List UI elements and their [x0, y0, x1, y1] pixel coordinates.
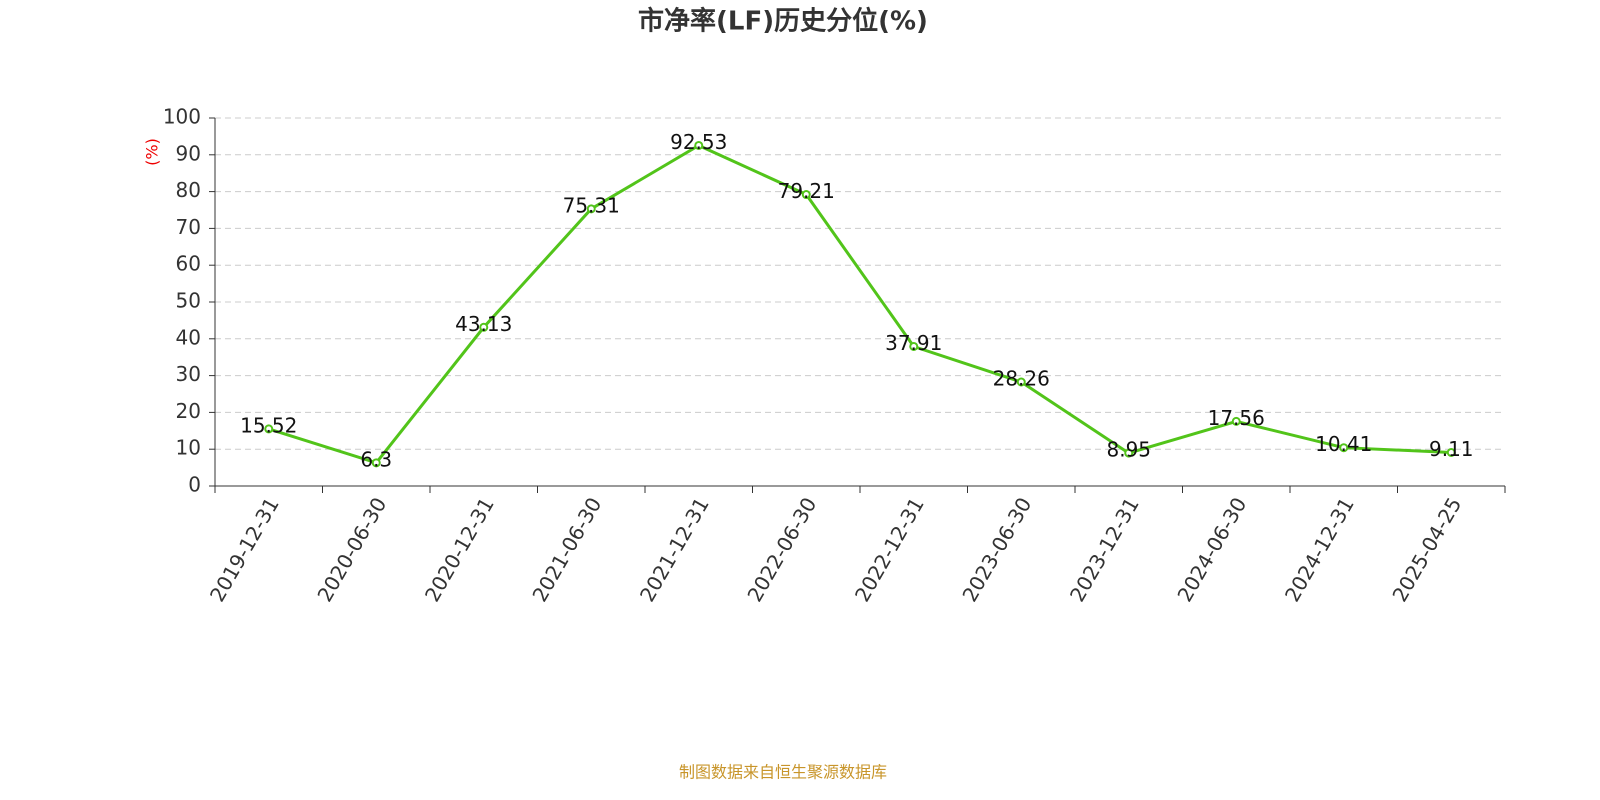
y-axis-label: (%): [143, 138, 162, 166]
point: [1016, 377, 1026, 387]
source-note: 制图数据来自恒生聚源数据库: [679, 763, 887, 782]
x-tick-label: 2021-06-30: [527, 493, 606, 606]
x-tick-label: 2024-06-30: [1172, 493, 1251, 606]
point: [694, 140, 704, 150]
y-tick-label: 60: [176, 252, 201, 276]
line: [268, 143, 1452, 465]
data-label: 17.56: [1208, 406, 1265, 430]
x-tick-label: 2025-04-25: [1387, 493, 1466, 606]
point: [801, 190, 811, 200]
y-tick-label: 10: [176, 436, 201, 460]
data-label: 75.31: [563, 193, 620, 217]
x-tick-label: 2024-12-31: [1280, 493, 1359, 606]
x-tick-label: 2022-12-31: [850, 493, 929, 606]
point: [1339, 443, 1349, 453]
data-label: 9.11: [1429, 437, 1474, 461]
data-label: 10.41: [1315, 432, 1372, 456]
data-label: 28.26: [993, 367, 1050, 391]
data-label: 92.53: [670, 130, 727, 154]
data-label: 43.13: [455, 312, 512, 336]
data-label: 15.52: [240, 413, 297, 437]
y-tick-label: 50: [176, 289, 201, 313]
y-tick-label: 90: [176, 141, 201, 165]
y-tick-label: 100: [163, 105, 201, 129]
data-label: 37.91: [885, 331, 942, 355]
x-tick-label: 2021-12-31: [635, 493, 714, 606]
y-tick-label: 0: [188, 473, 201, 497]
data-label: 79.21: [778, 179, 835, 203]
y-tick-label: 80: [176, 178, 201, 202]
point: [1446, 447, 1456, 457]
chart-title: 市净率(LF)历史分位(%): [638, 6, 928, 37]
point: [264, 424, 274, 434]
point: [371, 458, 381, 468]
x-tick-label: 2023-12-31: [1065, 493, 1144, 606]
data-label: 6.3: [360, 447, 392, 471]
x-tick-label: 2022-06-30: [742, 493, 821, 606]
x-tick-label: 2020-06-30: [312, 493, 391, 606]
point: [909, 341, 919, 351]
x-tick-label: 2019-12-31: [205, 493, 284, 606]
point: [1231, 416, 1241, 426]
y-tick-label: 30: [176, 362, 201, 386]
point: [1124, 448, 1134, 458]
x-tick-label: 2023-06-30: [957, 493, 1036, 606]
point: [586, 204, 596, 214]
x-tick-label: 2020-12-31: [420, 493, 499, 606]
y-tick-label: 70: [176, 215, 201, 239]
data-label: 8.95: [1106, 438, 1151, 462]
y-tick-label: 40: [176, 325, 201, 349]
point: [479, 322, 489, 332]
y-tick-label: 20: [176, 399, 201, 423]
